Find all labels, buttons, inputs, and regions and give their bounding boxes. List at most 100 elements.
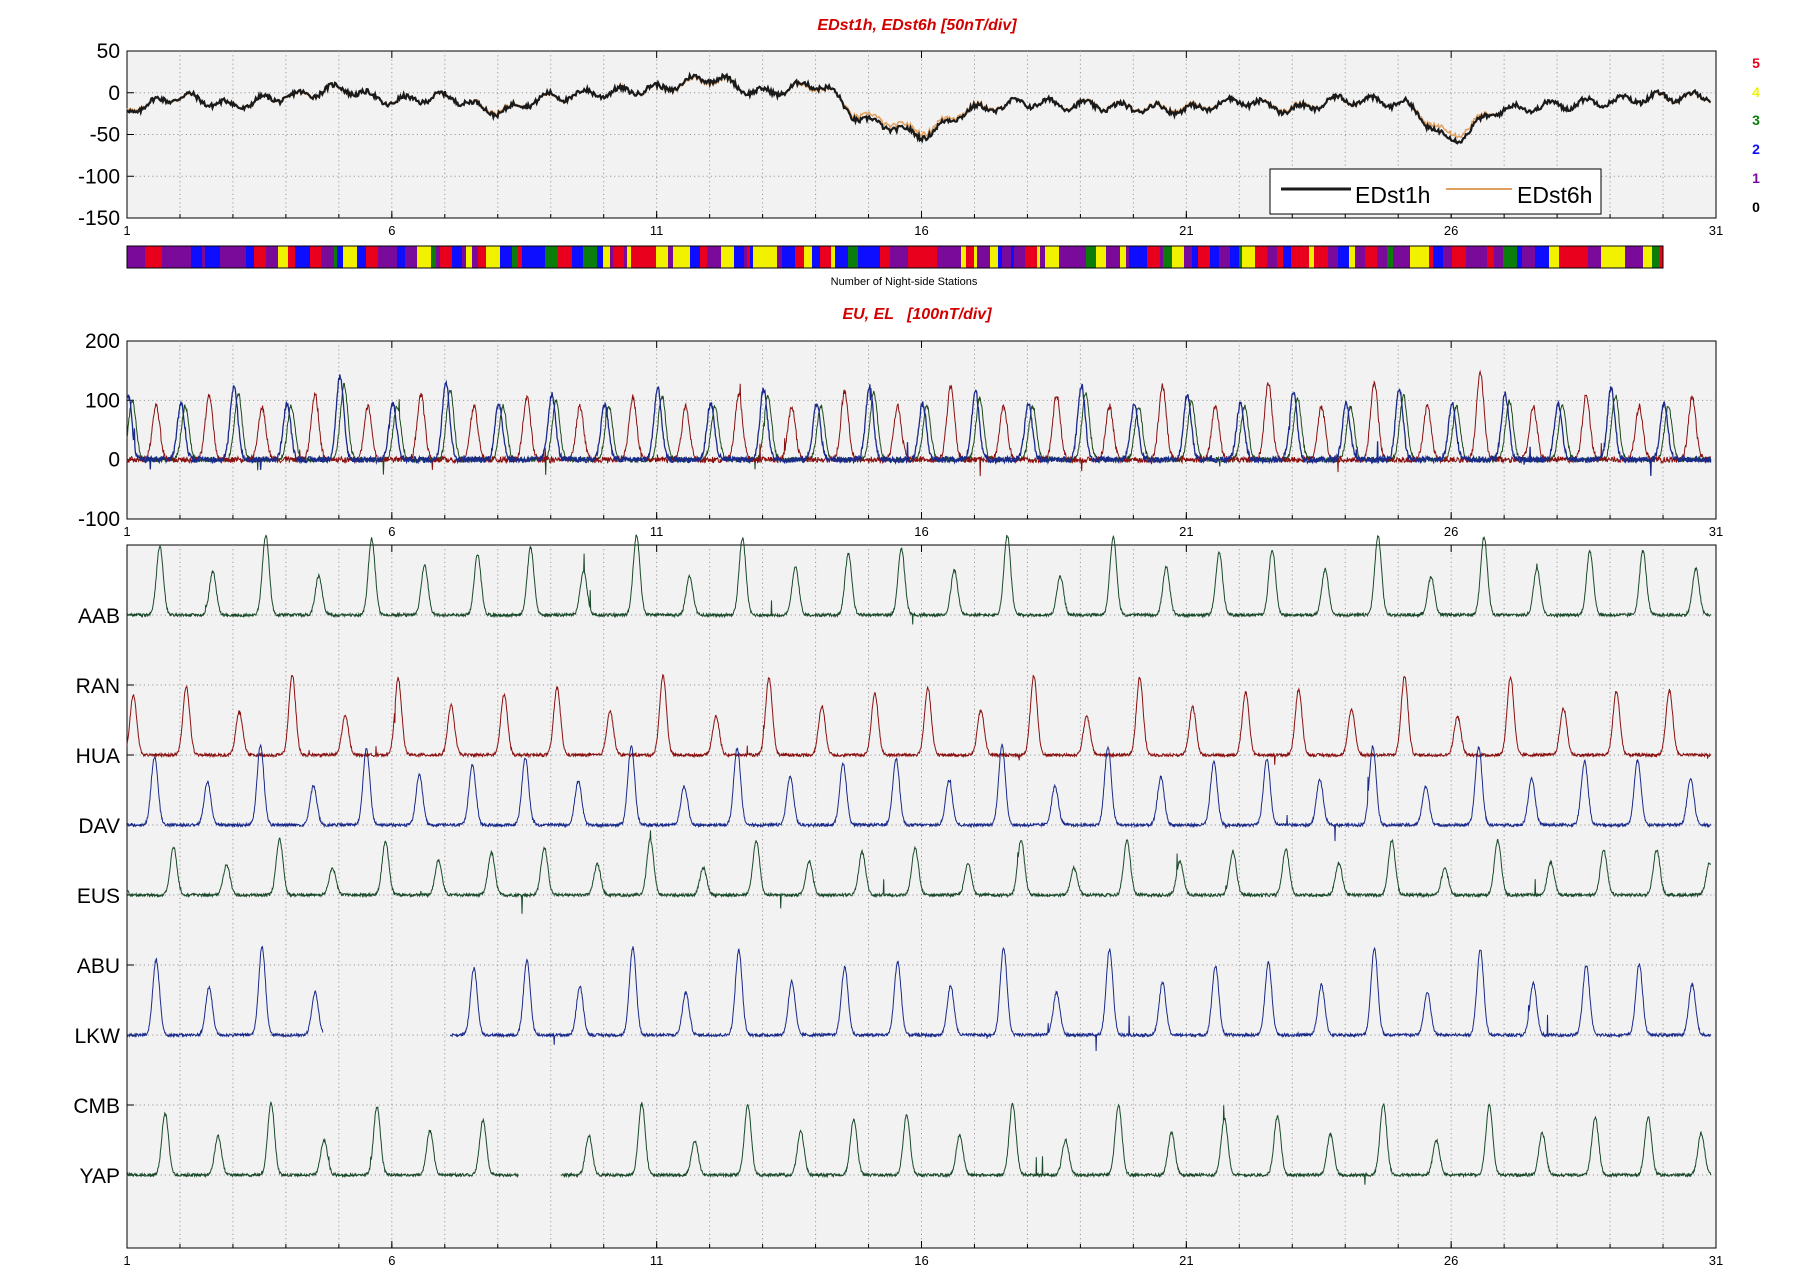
x-tick-label: 11 [650,223,664,238]
panel2-title: EU, EL [100nT/div] [842,306,992,323]
x-tick-label: 26 [1444,1253,1458,1268]
colorbar-segment [1037,246,1040,268]
x-tick-label: 16 [914,524,928,539]
colorbar-segment [1019,246,1025,268]
colorbar-segment [1314,246,1328,268]
colorbar-segment [366,246,378,268]
colorbar-segment [1291,246,1298,268]
colorbar-segment [848,246,858,268]
panel1-legend: EDst1h EDst6h [1269,168,1602,215]
colorbar-segment [472,246,478,268]
series-line [126,369,1712,477]
y-tick-label: 100 [85,389,120,412]
x-tick-label: 11 [650,1253,664,1268]
colorbar-segment [656,246,668,268]
colorbar-segment [1172,246,1184,268]
colorbar-segment [721,246,734,268]
colorbar-segment [202,246,205,268]
colorbar-segment [820,246,831,268]
colorbar-segment [974,246,977,268]
colorbar-segment [1328,246,1338,268]
colorbar-segment [440,246,452,268]
station-label-cmb: CMB [73,1095,120,1118]
colorbar-segment [1255,246,1267,268]
colorbar-segment [782,246,786,268]
colorbar-segment [1487,246,1490,268]
colorbar-segment [1283,246,1291,268]
colorbar-segment [466,246,472,268]
colorbar-segment [786,246,795,268]
colorbar-segment [998,246,1002,268]
colorbar-segment [1601,246,1615,268]
colorbar-segment [220,246,232,268]
colorbar-segment [1338,246,1349,268]
colorbar-segment [431,246,436,268]
colorbar-segment [1522,246,1527,268]
colorbar-segment [1298,246,1309,268]
colorbar-segment [1481,246,1487,268]
colorbar-segment [636,246,645,268]
colorbar-segment [214,246,220,268]
colorbar-segment [1535,246,1549,268]
colorbar-segment [1410,246,1421,268]
panel3-series [126,534,1712,1185]
colorbar-segment [1652,246,1660,268]
colorbar-segment [232,246,246,268]
colorbar-segment [127,246,139,268]
x-tick-label: 16 [914,223,928,238]
colorbar-segment [610,246,613,268]
colorbar-segment [673,246,678,268]
colorbar-segment [1002,246,1011,268]
series-line-edst1h [126,71,1712,145]
colorbar-segment [271,246,278,268]
colorbar-segment [1129,246,1140,268]
y-tick-label: 50 [97,40,120,63]
colorbar-segment [1192,246,1198,268]
station-label-aab: AAB [78,605,120,628]
colorbar-segment [321,246,334,268]
colorbar-segment [1106,246,1120,268]
colorbar-segment [835,246,848,268]
colorbar-segment [750,246,753,268]
panel1-title: EDst1h, EDst6h [50nT/div] [817,17,1017,34]
colorbar-segment [949,246,961,268]
count-label-0: 0 [1752,199,1760,215]
count-label-1: 1 [1752,170,1760,186]
colorbar-segment [405,246,417,268]
colorbar-segment [700,246,707,268]
colorbar-segment [734,246,744,268]
colorbar-segment [1147,246,1160,268]
colorbar-segment [681,246,690,268]
colorbar-segment [145,246,156,268]
colorbar-segment [254,246,266,268]
colorbar-segment [1429,246,1433,268]
colorbar-segment [1126,246,1129,268]
colorbar-segment [1503,246,1517,268]
count-label-5: 5 [1752,55,1760,71]
colorbar-segment [1309,246,1314,268]
colorbar-segment [753,246,764,268]
colorbar-segment [861,246,868,268]
station-label-dav: DAV [78,815,120,838]
colorbar-segment [1163,246,1172,268]
colorbar-segment [343,246,357,268]
y-tick-label: 0 [108,449,120,472]
colorbar-segment [156,246,162,268]
colorbar-segment [288,246,295,268]
colorbar-segment [417,246,431,268]
colorbar-segment [558,246,572,268]
station-trace-aab [126,534,1712,625]
colorbar-segment [1239,246,1242,268]
station-trace-yap [126,1101,1712,1185]
colorbar-segment [890,246,898,268]
x-tick-label: 21 [1179,524,1193,539]
colorbar-segment [1643,246,1652,268]
colorbar-segment [1396,246,1407,268]
colorbar-segment [536,246,545,268]
y-tick-label: -100 [78,165,120,188]
x-tick-label: 6 [388,524,395,539]
colorbar-caption: Number of Night-side Stations [831,276,978,288]
colorbar-segment [1140,246,1147,268]
panel1-y-axis: 50 0 -50 -100 -150 [78,40,134,230]
count-label-2: 2 [1752,141,1760,157]
